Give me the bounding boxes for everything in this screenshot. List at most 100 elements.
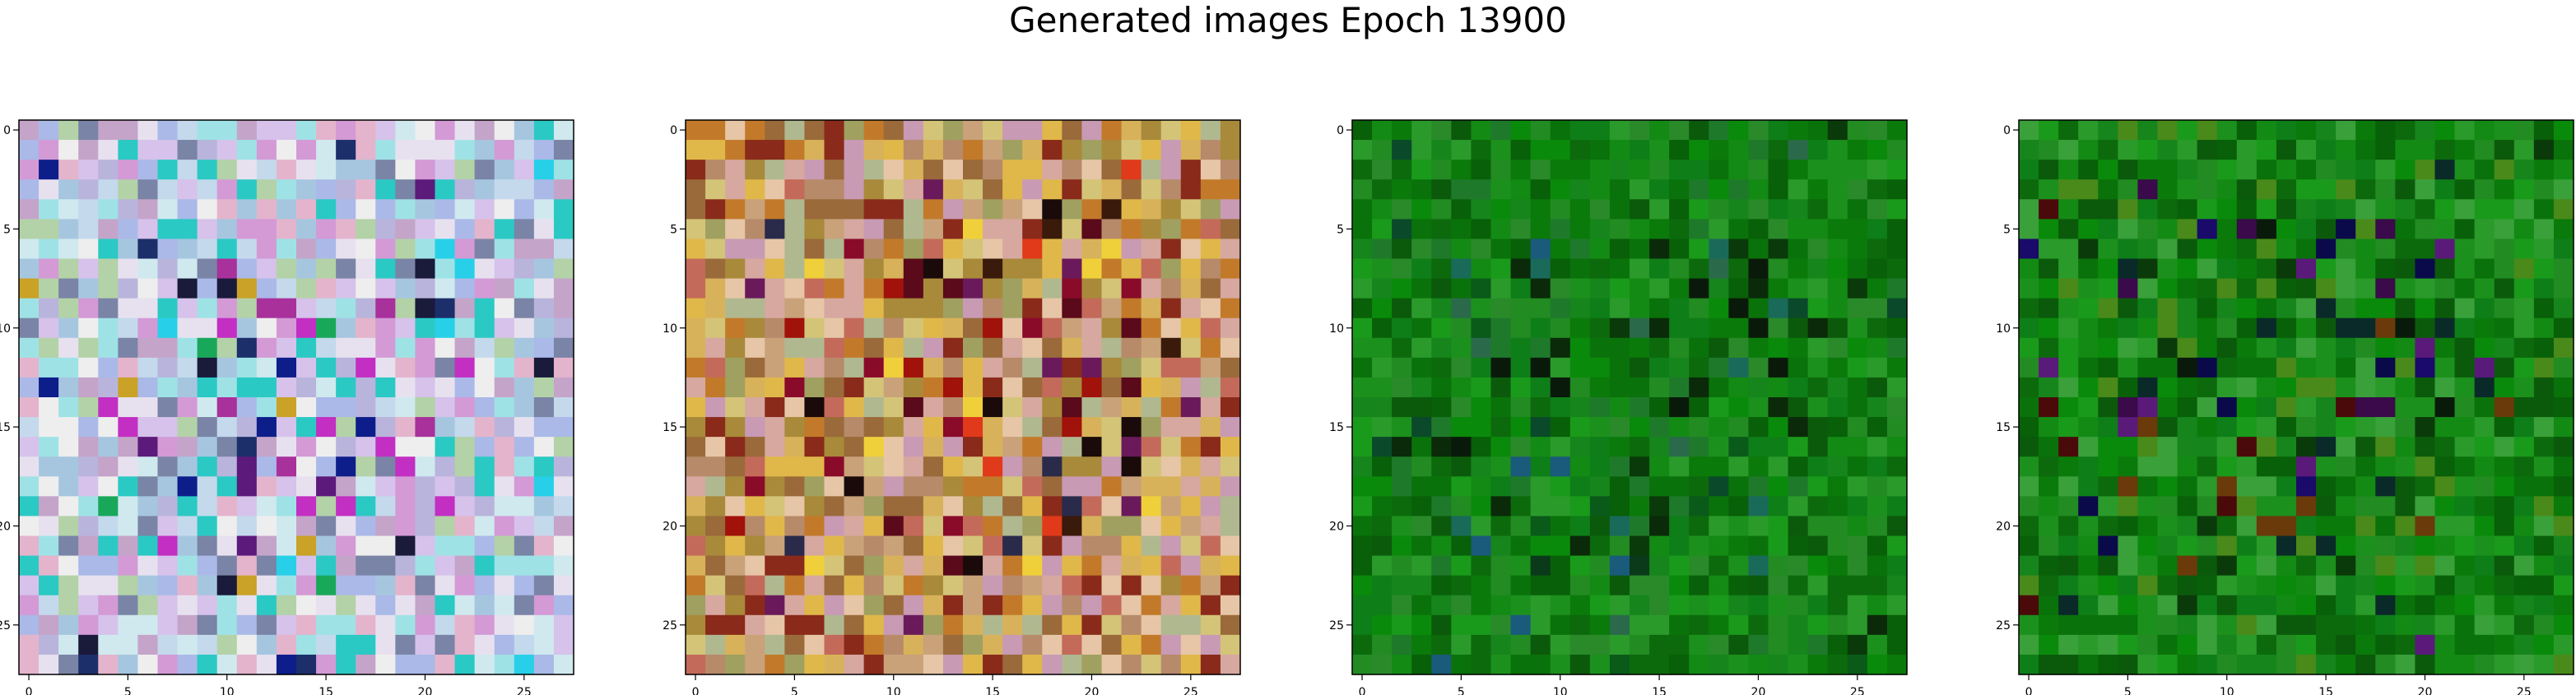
pixel-cell <box>98 555 119 577</box>
pixel-cell <box>2039 219 2059 240</box>
pixel-cell <box>157 535 179 557</box>
pixel-cell <box>2216 614 2238 636</box>
pixel-cell <box>1392 654 1412 675</box>
pixel-cell <box>494 437 515 457</box>
pixel-cell <box>375 496 396 517</box>
pixel-cell <box>1867 496 1888 517</box>
pixel-cell <box>197 179 218 200</box>
pixel-cell <box>2137 535 2159 557</box>
pixel-cell <box>1451 377 1472 398</box>
pixel-cell <box>494 120 515 141</box>
pixel-cell <box>157 337 179 359</box>
pixel-cell <box>1081 317 1103 339</box>
pixel-cell <box>2375 654 2396 675</box>
pixel-cell <box>1569 357 1591 378</box>
pixel-cell <box>395 397 416 418</box>
pixel-cell <box>316 634 337 656</box>
pixel-cell <box>2454 456 2476 477</box>
pixel-cell <box>923 654 944 675</box>
pixel-cell <box>784 298 806 319</box>
pixel-cell <box>2019 298 2039 319</box>
pixel-cell <box>2098 219 2118 240</box>
pixel-cell <box>923 496 944 517</box>
pixel-cell <box>1022 120 1043 141</box>
pixel-cell <box>1022 239 1043 260</box>
pixel-cell <box>177 239 198 260</box>
x-tick-label: 10 <box>886 686 901 695</box>
pixel-cell <box>2553 140 2574 160</box>
pixel-cell <box>686 219 706 240</box>
pixel-cell <box>1411 437 1432 457</box>
pixel-cell <box>2375 199 2396 220</box>
pixel-cell <box>1589 397 1611 418</box>
pixel-cell <box>276 239 297 260</box>
pixel-cell <box>1042 476 1062 497</box>
pixel-cell <box>1451 179 1472 200</box>
pixel-cell <box>2177 160 2198 180</box>
pixel-cell <box>533 654 555 675</box>
pixel-cell <box>1510 535 1532 557</box>
pixel-cell <box>2553 634 2574 656</box>
pixel-cell <box>533 219 555 240</box>
pixel-cell <box>1081 654 1103 675</box>
pixel-cell <box>2395 496 2416 517</box>
pixel-cell <box>1121 219 1142 240</box>
pixel-cell <box>2474 575 2495 596</box>
pixel-cell <box>1180 160 1202 180</box>
pixel-cell <box>1709 317 1729 339</box>
pixel-cell <box>2513 298 2535 319</box>
pixel-cell <box>2395 397 2416 418</box>
pixel-cell <box>1807 575 1829 596</box>
pixel-cell <box>1490 417 1512 438</box>
pixel-cell <box>533 298 555 319</box>
pixel-cell <box>725 357 746 378</box>
pixel-cell <box>1352 160 1373 180</box>
pixel-cell <box>316 614 337 636</box>
pixel-cell <box>2494 357 2515 378</box>
pixel-cell <box>1042 199 1062 220</box>
pixel-cell <box>2494 456 2515 477</box>
pixel-cell <box>1510 417 1532 438</box>
pixel-cell <box>336 634 356 656</box>
pixel-cell <box>963 219 983 240</box>
pixel-cell <box>2434 456 2456 477</box>
pixel-cell <box>2395 199 2416 220</box>
pixel-cell <box>2177 377 2198 398</box>
pixel-cell <box>78 278 99 299</box>
pixel-cell <box>553 317 574 339</box>
pixel-cell <box>2553 437 2574 457</box>
y-tick-label: 25 <box>1329 619 1344 632</box>
pixel-cell <box>474 496 495 517</box>
pixel-cell <box>686 120 706 141</box>
pixel-cell <box>1550 199 1571 220</box>
pixel-cell <box>2098 614 2118 636</box>
pixel-cell <box>2137 357 2159 378</box>
pixel-cell <box>903 654 924 675</box>
figure-title: Generated images Epoch 13900 <box>1009 0 1567 40</box>
pixel-cell <box>454 535 476 557</box>
pixel-cell <box>1709 555 1729 577</box>
pixel-cell <box>1886 219 1908 240</box>
pixel-cell <box>2177 179 2198 200</box>
pixel-cell <box>316 397 337 418</box>
pixel-cell <box>1550 575 1571 596</box>
pixel-cell <box>157 239 179 260</box>
pixel-cell <box>316 239 337 260</box>
pixel-cell <box>1062 575 1083 596</box>
pixel-cell <box>2395 456 2416 477</box>
pixel-cell <box>415 516 436 537</box>
pixel-cell <box>1569 417 1591 438</box>
pixel-cell <box>784 535 806 557</box>
pixel-cell <box>2197 298 2218 319</box>
pixel-cell <box>2375 140 2396 160</box>
pixel-cell <box>454 258 476 280</box>
pixel-cell <box>2395 654 2416 675</box>
pixel-cell <box>2098 199 2118 220</box>
pixel-cell <box>1630 614 1650 636</box>
pixel-cell <box>395 239 416 260</box>
pixel-cell <box>157 357 179 378</box>
pixel-cell <box>2118 535 2139 557</box>
pixel-cell <box>1630 120 1650 141</box>
pixel-cell <box>942 595 964 616</box>
pixel-cell <box>2355 555 2376 577</box>
